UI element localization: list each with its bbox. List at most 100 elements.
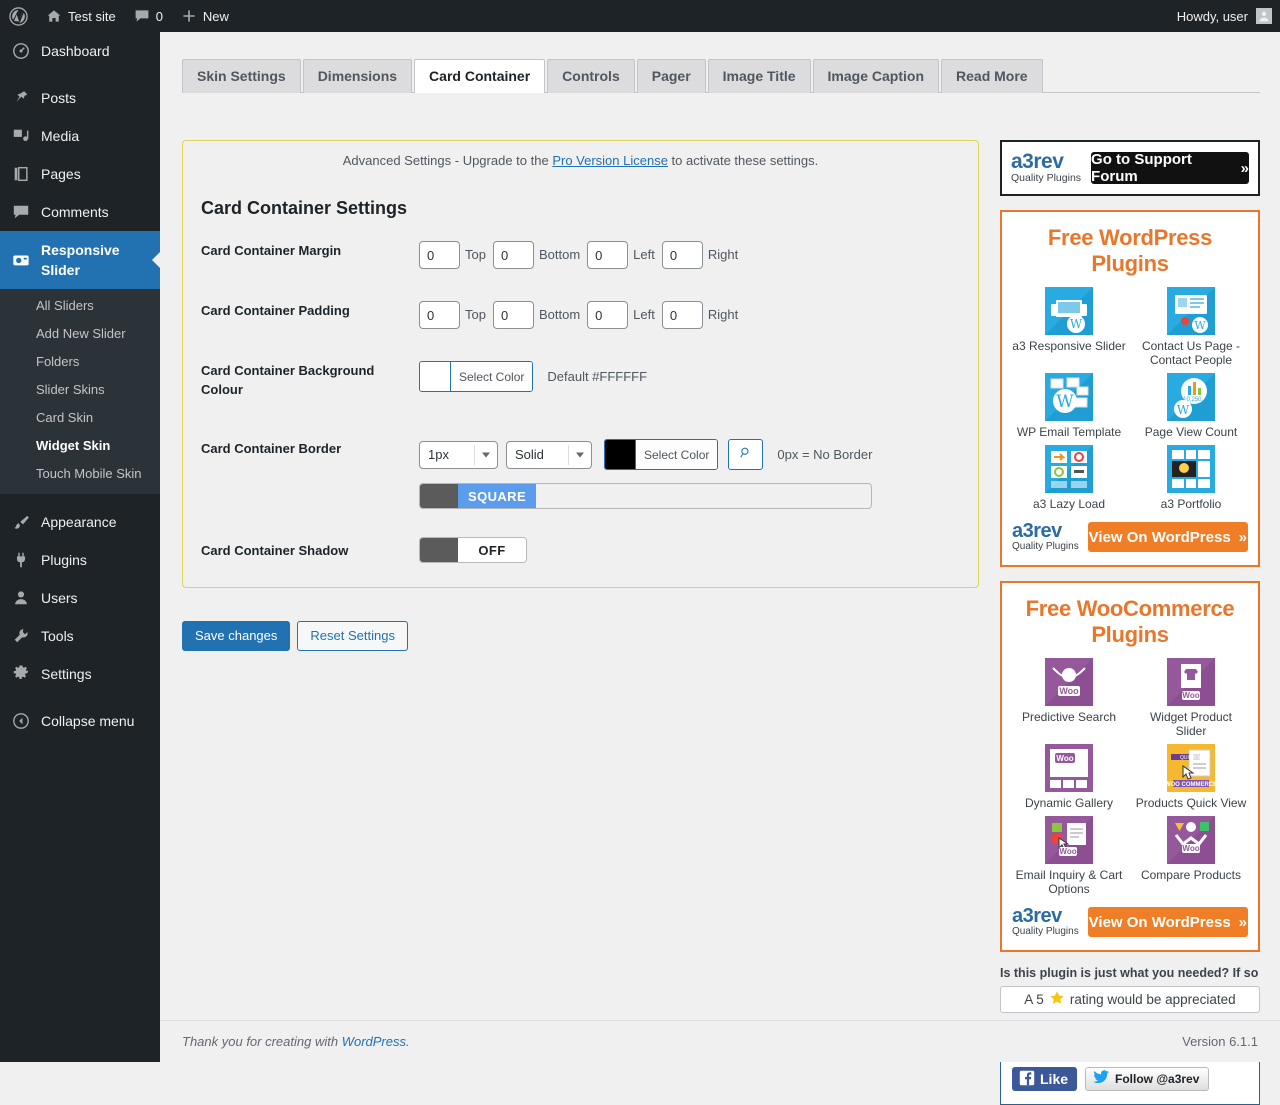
plugin-item[interactable]: W a3 Responsive Slider: [1012, 287, 1126, 369]
sidebar-item-plugins[interactable]: Plugins: [0, 541, 160, 579]
menu-separator: [0, 693, 160, 702]
new-label: New: [202, 8, 229, 24]
sidebar-item-comments[interactable]: Comments: [0, 193, 160, 231]
border-width-select[interactable]: 1px: [419, 440, 498, 469]
plugin-item[interactable]: Woo Widget Product Slider: [1134, 658, 1248, 740]
plugin-item[interactable]: QUICK VIEW WOO COMMERCE Products Quick Vi…: [1134, 744, 1248, 812]
sidebar-item-appearance[interactable]: Appearance: [0, 503, 160, 541]
border-color-picker[interactable]: Select Color: [604, 439, 719, 470]
margin-right-input[interactable]: [661, 241, 703, 269]
margin-left-input[interactable]: [587, 241, 629, 269]
tab-image-caption[interactable]: Image Caption: [812, 59, 940, 93]
margin-top-input[interactable]: [419, 241, 460, 269]
plugin-name: Page View Count: [1144, 425, 1238, 439]
padding-right-input[interactable]: [661, 301, 703, 329]
submenu-item-slider-skins[interactable]: Slider Skins: [36, 382, 105, 397]
padding-bottom-input[interactable]: [492, 301, 534, 329]
select-divider: [474, 444, 475, 465]
submenu-item-add-new-slider[interactable]: Add New Slider: [36, 326, 126, 341]
submenu-item-widget-skin[interactable]: Widget Skin: [36, 438, 111, 453]
wordpress-logo-menu[interactable]: [0, 0, 37, 32]
tab-dimensions[interactable]: Dimensions: [302, 59, 413, 93]
border-corner-toggle-label: SQUARE: [458, 484, 537, 508]
a3rev-logo-sub: Quality Plugins: [1012, 541, 1079, 552]
sidebar-item-posts[interactable]: Posts: [0, 79, 160, 117]
border-style-select[interactable]: Solid: [506, 440, 592, 469]
responsive-slider-submenu: All Sliders Add New Slider Folders Slide…: [0, 289, 160, 494]
card-container-shadow-row: Card Container Shadow OFF: [183, 537, 527, 563]
padding-left-input[interactable]: [587, 301, 629, 329]
sidebar-item-responsive-slider[interactable]: Responsive Slider: [0, 231, 160, 289]
sidebar-item-settings[interactable]: Settings: [0, 655, 160, 693]
collapse-menu-button[interactable]: Collapse menu: [0, 702, 160, 740]
plugin-item[interactable]: a3 Lazy Load: [1012, 445, 1126, 513]
twitter-follow-button[interactable]: Follow @a3rev: [1085, 1067, 1210, 1091]
rating-link[interactable]: A 5 rating would be appreciated: [1000, 986, 1260, 1013]
tab-pager[interactable]: Pager: [636, 59, 706, 93]
rating-block: Is this plugin is just what you needed? …: [1000, 966, 1260, 1013]
reset-settings-button[interactable]: Reset Settings: [297, 621, 408, 651]
plugin-item[interactable]: a3 Portfolio: [1134, 445, 1248, 513]
a3rev-logo-main: a3rev: [1012, 905, 1062, 927]
tools-icon: [11, 626, 31, 646]
submenu-item-card-skin[interactable]: Card Skin: [36, 410, 94, 425]
facebook-like-label: Like: [1040, 1071, 1069, 1087]
plugin-item[interactable]: Woo Predictive Search: [1012, 658, 1126, 740]
woo-plugins-grid: Woo Predictive Search Woo Widget Product…: [1012, 658, 1248, 898]
avatar: [1256, 8, 1272, 24]
background-color-picker[interactable]: Select Color: [419, 361, 534, 392]
tab-skin-settings[interactable]: Skin Settings: [182, 59, 301, 93]
a3rev-logo-sub: Quality Plugins: [1011, 172, 1082, 184]
sidebar-item-pages[interactable]: Pages: [0, 155, 160, 193]
sidebar-item-dashboard[interactable]: Dashboard: [0, 32, 160, 70]
background-default-hint: Default #FFFFFF: [547, 369, 648, 384]
new-content-menu[interactable]: New: [172, 0, 238, 32]
sidebar-item-media[interactable]: Media: [0, 117, 160, 155]
a3-portfolio-icon: [1167, 445, 1215, 493]
chevron-double-right-icon: »: [1240, 159, 1249, 177]
border-color-swatch: [605, 440, 635, 469]
footer-thanks-prefix: Thank you for creating with: [182, 1034, 342, 1049]
plugin-item[interactable]: W Contact Us Page - Contact People: [1134, 287, 1248, 369]
save-button[interactable]: Save changes: [182, 621, 291, 651]
submenu-item-touch-mobile-skin[interactable]: Touch Mobile Skin: [36, 466, 142, 481]
tab-image-title[interactable]: Image Title: [707, 59, 811, 93]
card-container-margin-row: Card Container Margin Top Bottom Left Ri…: [183, 241, 745, 269]
tab-card-container[interactable]: Card Container: [414, 59, 546, 93]
submenu-item-all-sliders[interactable]: All Sliders: [36, 298, 94, 313]
padding-top-unit: Top: [465, 307, 486, 322]
go-to-support-forum-button[interactable]: Go to Support Forum »: [1091, 151, 1249, 185]
view-on-wordpress-button[interactable]: View On WordPress »: [1087, 907, 1248, 937]
site-name-menu[interactable]: Test site: [37, 0, 125, 32]
comments-menu[interactable]: 0: [125, 0, 172, 32]
collapse-arrow-icon: [11, 711, 31, 731]
email-inquiry-icon: Woo: [1045, 816, 1093, 864]
account-menu[interactable]: Howdy, user: [1177, 8, 1280, 24]
footer-version: Version 6.1.1: [1182, 1034, 1258, 1049]
wordpress-link[interactable]: WordPress: [341, 1034, 406, 1049]
plugin-item[interactable]: Woo Compare Products: [1134, 816, 1248, 898]
pro-version-license-link[interactable]: Pro Version License: [552, 153, 668, 168]
sidebar-label: Comments: [41, 204, 109, 220]
padding-top-input[interactable]: [419, 301, 460, 329]
plugin-name: a3 Portfolio: [1160, 497, 1222, 511]
view-on-wordpress-button[interactable]: View On WordPress »: [1087, 522, 1248, 552]
margin-bottom-input[interactable]: [492, 241, 534, 269]
sidebar-item-users[interactable]: Users: [0, 579, 160, 617]
plugin-item[interactable]: Woo Email Inquiry & Cart Options: [1012, 816, 1126, 898]
tab-controls[interactable]: Controls: [547, 59, 635, 93]
sidebar-item-tools[interactable]: Tools: [0, 617, 160, 655]
border-corner-toggle[interactable]: SQUARE: [419, 483, 873, 509]
tab-read-more[interactable]: Read More: [941, 59, 1043, 93]
a3-lazy-load-icon: [1045, 445, 1093, 493]
plugin-item[interactable]: W WP Email Template: [1012, 373, 1126, 441]
chevron-double-right-icon: »: [1238, 913, 1248, 931]
facebook-like-button[interactable]: Like: [1012, 1067, 1078, 1091]
submenu-item-folders[interactable]: Folders: [36, 354, 80, 369]
border-color-eyedropper-button[interactable]: [728, 439, 764, 470]
shadow-toggle[interactable]: OFF: [419, 537, 527, 563]
padding-right-unit: Right: [707, 307, 739, 322]
plugin-item[interactable]: Woo Dynamic Gallery: [1012, 744, 1126, 812]
support-forum-label: Go to Support Forum: [1091, 151, 1192, 185]
plugin-item[interactable]: 10,250.. W Page View Count: [1134, 373, 1248, 441]
